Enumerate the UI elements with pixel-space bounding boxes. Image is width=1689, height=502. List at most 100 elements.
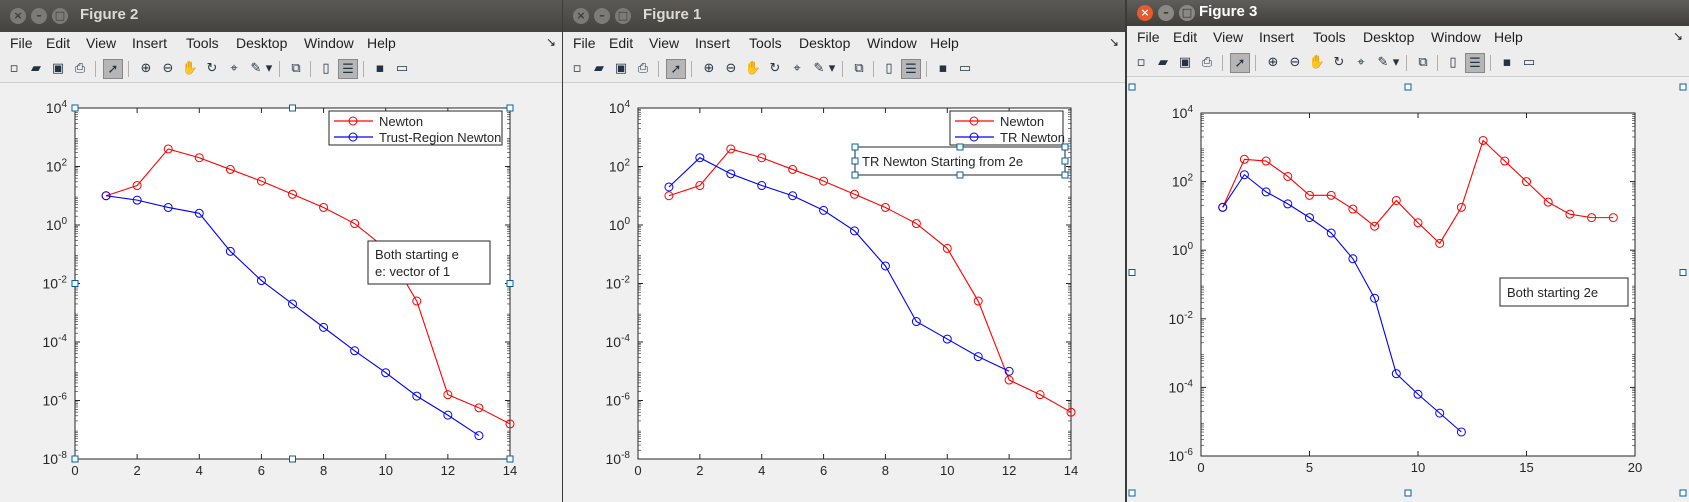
- link-plot-icon[interactable]: ⧉: [854, 61, 864, 76]
- window-titlebar[interactable]: × – □ Figure 1: [563, 0, 1125, 32]
- menu-desktop[interactable]: Desktop: [1363, 29, 1415, 45]
- rotate-3d-icon[interactable]: ↻: [769, 61, 781, 76]
- chart[interactable]: 0 5 10 15 20 10-6 10-4 10-2 100 102 104 Both starti…: [1127, 77, 1689, 502]
- data-point: [664, 191, 674, 201]
- menu-tools[interactable]: Tools: [749, 35, 782, 51]
- open-file-icon[interactable]: ▰: [594, 61, 604, 76]
- zoom-out-icon[interactable]: ⊖: [1289, 55, 1301, 70]
- pan-hand-icon[interactable]: ✋: [744, 61, 762, 76]
- open-file-icon[interactable]: ▰: [31, 61, 41, 76]
- menu-window[interactable]: Window: [304, 35, 354, 51]
- brush-icon[interactable]: ✎: [250, 61, 262, 76]
- figure-window[interactable]: × – □ Figure 2 File Edit View Insert Too…: [0, 0, 562, 502]
- open-file-icon[interactable]: ▰: [1158, 55, 1168, 70]
- zoom-in-icon[interactable]: ⊕: [703, 61, 715, 76]
- save-icon[interactable]: ▣: [1178, 55, 1192, 70]
- window-titlebar[interactable]: × – □ Figure 3: [1127, 0, 1689, 26]
- insert-legend-icon[interactable]: ☰: [338, 59, 358, 79]
- new-figure-icon[interactable]: ▫: [1136, 55, 1146, 70]
- menu-tools[interactable]: Tools: [186, 35, 219, 51]
- insert-legend-icon[interactable]: ☰: [901, 59, 921, 79]
- menu-tools[interactable]: Tools: [1313, 29, 1346, 45]
- link-plot-icon[interactable]: ⧉: [1418, 55, 1428, 70]
- pan-hand-icon[interactable]: ✋: [181, 61, 199, 76]
- zoom-in-icon[interactable]: ⊕: [1267, 55, 1279, 70]
- zoom-in-icon[interactable]: ⊕: [140, 61, 152, 76]
- menu-insert[interactable]: Insert: [132, 35, 168, 51]
- minimize-icon[interactable]: –: [594, 8, 610, 24]
- menu-edit[interactable]: Edit: [1173, 29, 1198, 45]
- figure-window[interactable]: × – □ Figure 3 File Edit View Insert Too…: [1127, 0, 1689, 502]
- window-titlebar[interactable]: × – □ Figure 2: [0, 0, 562, 32]
- brush-icon[interactable]: ✎: [1377, 55, 1389, 70]
- menu-window[interactable]: Window: [867, 35, 917, 51]
- menu-help[interactable]: Help: [367, 35, 396, 51]
- new-figure-icon[interactable]: ▫: [9, 61, 19, 76]
- brush-dropdown-icon[interactable]: ▾: [828, 61, 836, 76]
- menu-view[interactable]: View: [649, 35, 680, 51]
- dock-arrow-icon[interactable]: ↘: [1108, 35, 1119, 49]
- menu-desktop[interactable]: Desktop: [799, 35, 851, 51]
- chart[interactable]: 0 2 4 6 8 10 12 14 10-8 10-6 10-4 10-2 100 102 104 Newt…: [563, 83, 1125, 502]
- show-plot-tools-icon[interactable]: ▭: [1522, 55, 1536, 70]
- menu-insert[interactable]: Insert: [1259, 29, 1295, 45]
- show-plot-tools-icon[interactable]: ▭: [395, 61, 409, 76]
- data-point: [1305, 213, 1314, 223]
- data-cursor-icon[interactable]: ⌖: [230, 61, 238, 76]
- menu-edit[interactable]: Edit: [609, 35, 634, 51]
- close-icon[interactable]: ×: [10, 8, 26, 24]
- edit-plot-arrow-icon[interactable]: ➚: [1230, 53, 1250, 73]
- minimize-icon[interactable]: –: [1158, 5, 1174, 21]
- maximize-icon[interactable]: □: [1179, 5, 1195, 21]
- menu-desktop[interactable]: Desktop: [236, 35, 288, 51]
- zoom-out-icon[interactable]: ⊖: [725, 61, 737, 76]
- new-figure-icon[interactable]: ▫: [572, 61, 582, 76]
- menu-insert[interactable]: Insert: [695, 35, 731, 51]
- menu-help[interactable]: Help: [1494, 29, 1523, 45]
- menu-file[interactable]: File: [1137, 29, 1160, 45]
- maximize-icon[interactable]: □: [52, 8, 68, 24]
- insert-colorbar-icon[interactable]: ▯: [885, 61, 893, 76]
- edit-plot-arrow-icon[interactable]: ➚: [103, 59, 123, 79]
- data-point: [973, 352, 983, 362]
- edit-plot-arrow-icon[interactable]: ➚: [666, 59, 686, 79]
- pan-hand-icon[interactable]: ✋: [1308, 55, 1326, 70]
- menu-file[interactable]: File: [573, 35, 596, 51]
- dock-arrow-icon[interactable]: ↘: [545, 35, 556, 49]
- chart[interactable]: 0 2 4 6 8 10 12 14 10-8 10-6 10-4 10-2 100 102 104 Newt…: [0, 83, 562, 502]
- show-plot-tools-icon[interactable]: ▭: [958, 61, 972, 76]
- data-cursor-icon[interactable]: ⌖: [1357, 55, 1365, 70]
- hide-plot-tools-icon[interactable]: ▪: [1502, 55, 1512, 70]
- dock-arrow-icon[interactable]: ↘: [1672, 29, 1683, 43]
- menu-window[interactable]: Window: [1431, 29, 1481, 45]
- brush-icon[interactable]: ✎: [813, 61, 825, 76]
- y-tick-label: 10-2: [43, 275, 68, 292]
- print-icon[interactable]: ⎙: [637, 61, 649, 76]
- brush-dropdown-icon[interactable]: ▾: [265, 61, 273, 76]
- print-icon[interactable]: ⎙: [74, 61, 86, 76]
- close-icon[interactable]: ×: [573, 8, 589, 24]
- insert-colorbar-icon[interactable]: ▯: [322, 61, 330, 76]
- menu-view[interactable]: View: [86, 35, 117, 51]
- save-icon[interactable]: ▣: [614, 61, 628, 76]
- rotate-3d-icon[interactable]: ↻: [206, 61, 218, 76]
- menu-edit[interactable]: Edit: [46, 35, 71, 51]
- data-cursor-icon[interactable]: ⌖: [793, 61, 801, 76]
- insert-colorbar-icon[interactable]: ▯: [1449, 55, 1457, 70]
- hide-plot-tools-icon[interactable]: ▪: [938, 61, 948, 76]
- menu-view[interactable]: View: [1213, 29, 1244, 45]
- zoom-out-icon[interactable]: ⊖: [162, 61, 174, 76]
- minimize-icon[interactable]: –: [31, 8, 47, 24]
- menu-file[interactable]: File: [10, 35, 33, 51]
- save-icon[interactable]: ▣: [51, 61, 65, 76]
- print-icon[interactable]: ⎙: [1201, 55, 1213, 70]
- maximize-icon[interactable]: □: [615, 8, 631, 24]
- menu-help[interactable]: Help: [930, 35, 959, 51]
- close-icon[interactable]: ×: [1137, 5, 1153, 21]
- figure-window[interactable]: × – □ Figure 1 File Edit View Insert Too…: [563, 0, 1125, 502]
- link-plot-icon[interactable]: ⧉: [291, 61, 301, 76]
- hide-plot-tools-icon[interactable]: ▪: [375, 61, 385, 76]
- brush-dropdown-icon[interactable]: ▾: [1392, 55, 1400, 70]
- insert-legend-icon[interactable]: ☰: [1465, 53, 1485, 73]
- rotate-3d-icon[interactable]: ↻: [1333, 55, 1345, 70]
